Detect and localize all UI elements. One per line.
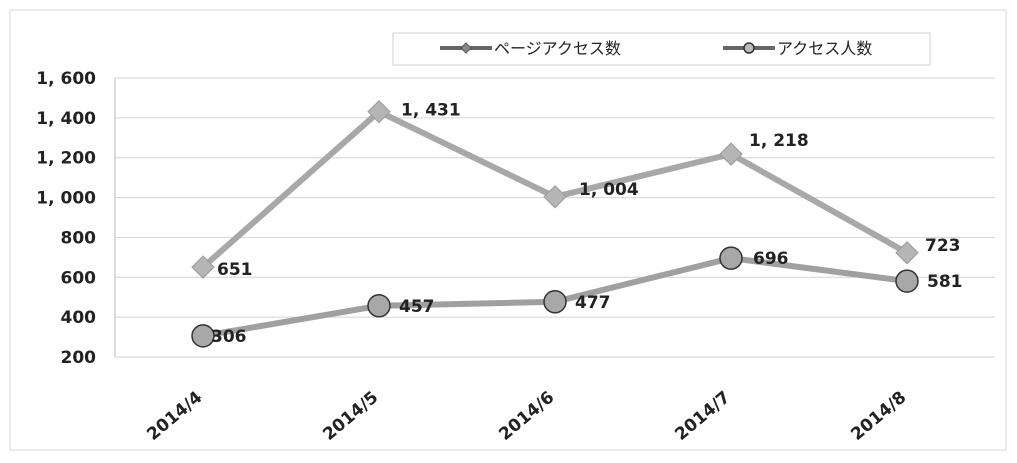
- data-label: 1, 218: [749, 131, 809, 151]
- circle-marker: [191, 324, 215, 348]
- y-tick-label: 1, 200: [36, 149, 96, 169]
- data-label: 651: [217, 260, 253, 280]
- legend-circle-marker: [743, 42, 755, 54]
- data-label: 581: [927, 272, 963, 292]
- x-tick-label: 2014/5: [319, 388, 382, 445]
- circle-marker: [895, 269, 919, 293]
- data-label: 306: [211, 327, 247, 347]
- diamond-marker: [895, 241, 919, 265]
- legend-label: ページアクセス数: [494, 39, 621, 58]
- x-tick-label: 2014/6: [495, 388, 558, 445]
- diamond-marker: [719, 142, 743, 166]
- x-axis: 2014/4 2014/5 2014/6 2014/7 2014/8: [143, 387, 910, 444]
- y-tick-label: 1, 400: [36, 109, 96, 129]
- y-tick-label: 200: [61, 348, 97, 368]
- x-tick-label: 2014/8: [847, 388, 910, 445]
- y-tick-label: 1, 000: [36, 189, 96, 209]
- y-tick-label: 400: [61, 308, 97, 328]
- chart-frame: [9, 9, 1007, 451]
- series-lines: 651 1, 431 1, 004 1, 218 723 306 457 477 696 581: [191, 99, 963, 348]
- data-label: 477: [575, 293, 611, 313]
- legend-diamond-marker: [460, 42, 472, 54]
- y-axis: 200 400 600 800 1, 000 1, 200 1, 400 1, 600: [36, 69, 116, 368]
- y-tick-label: 1, 600: [36, 69, 96, 89]
- data-label: 723: [925, 236, 961, 256]
- data-label: 696: [753, 249, 789, 269]
- data-label: 1, 431: [401, 101, 461, 121]
- circle-marker: [719, 246, 743, 270]
- data-label: 457: [399, 297, 435, 317]
- diamond-marker: [367, 99, 391, 124]
- diamond-marker: [543, 185, 567, 209]
- data-label: 1, 004: [579, 180, 639, 200]
- x-tick-label: 2014/4: [143, 387, 206, 444]
- circle-marker: [367, 294, 391, 318]
- circle-marker: [543, 290, 567, 314]
- gridlines: [115, 77, 995, 358]
- y-tick-label: 800: [61, 228, 97, 248]
- diamond-marker: [191, 255, 215, 279]
- legend: ページアクセス数 アクセス人数: [392, 32, 931, 66]
- y-tick-label: 600: [61, 268, 97, 288]
- x-tick-label: 2014/7: [671, 388, 734, 445]
- legend-label: アクセス人数: [777, 39, 872, 58]
